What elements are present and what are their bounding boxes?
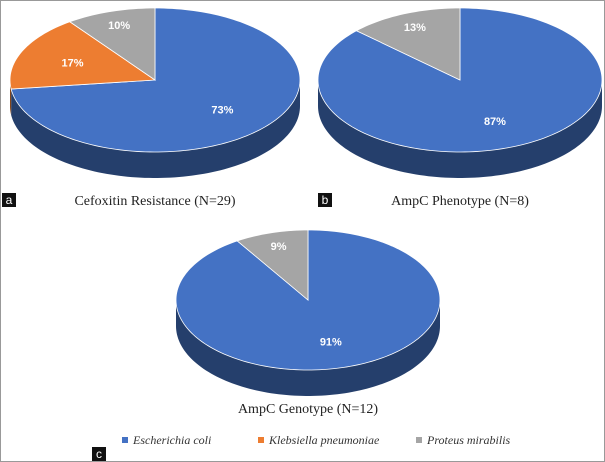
value-label: 87% xyxy=(484,116,506,128)
panel-label: b xyxy=(322,193,329,207)
slice-side xyxy=(11,80,300,178)
legend-label: Klebsiella pneumoniae xyxy=(268,433,380,447)
value-label: 73% xyxy=(211,105,233,117)
slice xyxy=(68,7,156,81)
panel-label-box xyxy=(2,193,16,207)
legend-swatch xyxy=(416,437,422,443)
slice-side xyxy=(176,300,440,396)
value-label: 9% xyxy=(271,241,287,253)
panel-label: c xyxy=(96,447,102,461)
slice xyxy=(236,229,309,301)
chart-title: Cefoxitin Resistance (N=29) xyxy=(74,194,235,209)
panel-label: a xyxy=(6,193,13,207)
panel-label-box xyxy=(318,193,332,207)
slice xyxy=(9,21,157,90)
value-label: 91% xyxy=(320,337,342,349)
legend-label: Proteus mirabilis xyxy=(426,433,511,447)
panel-label-box xyxy=(92,447,106,461)
legend-swatch xyxy=(122,437,128,443)
chart-title: AmpC Phenotype (N=8) xyxy=(391,194,529,209)
chart-title: AmpC Genotype (N=12) xyxy=(238,402,378,417)
value-label: 13% xyxy=(404,22,426,34)
value-label: 17% xyxy=(61,57,83,69)
legend-label: Escherichia coli xyxy=(132,433,211,447)
slice xyxy=(355,7,461,81)
value-label: 10% xyxy=(108,20,130,32)
legend-swatch xyxy=(258,437,264,443)
slice-side xyxy=(318,80,602,178)
